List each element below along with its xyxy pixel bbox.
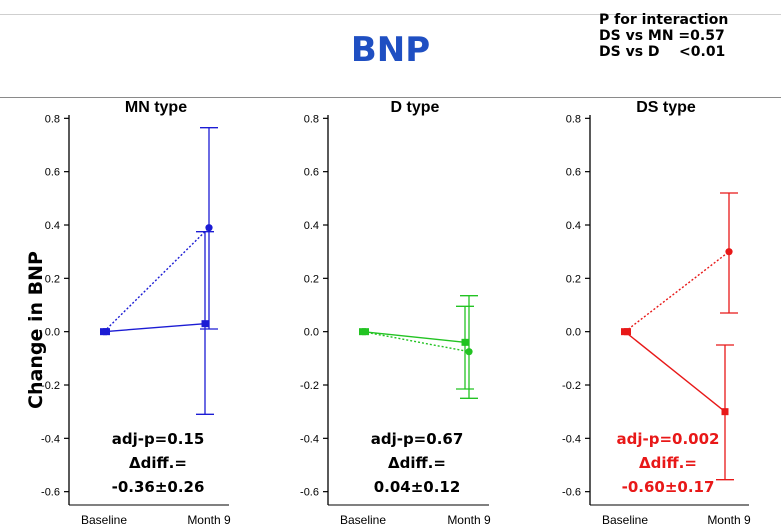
- data-point: [465, 348, 473, 356]
- data-point: [205, 224, 213, 232]
- y-tick-label: 0.8: [45, 113, 60, 125]
- interaction-p-values: P for interaction DS vs MN =0.57 DS vs D <…: [599, 12, 728, 60]
- series-line-dotted: [362, 330, 470, 353]
- data-point: [725, 248, 733, 256]
- panel-title: DS type: [636, 99, 696, 116]
- x-tick-label: Baseline: [81, 513, 127, 527]
- series-line-solid: [362, 330, 466, 344]
- y-tick-label: -0.4: [562, 433, 581, 445]
- data-point: [721, 408, 729, 416]
- y-tick-label: 0.0: [566, 327, 581, 339]
- data-point: [461, 338, 469, 346]
- series-line-dotted: [103, 227, 210, 333]
- annotation-line: Δdiff.=: [639, 454, 697, 472]
- top-frame: [0, 0, 781, 15]
- panel-title: MN type: [125, 99, 187, 116]
- y-tick-label: 0.6: [45, 167, 60, 179]
- y-tick-label: -0.4: [41, 433, 60, 445]
- annotation-line: 0.04±0.12: [374, 478, 461, 496]
- y-tick-label: -0.6: [562, 487, 581, 499]
- series-line-solid: [103, 322, 206, 333]
- y-tick-label: 0.4: [304, 220, 319, 232]
- data-point: [362, 328, 369, 336]
- y-tick-label: -0.6: [41, 487, 60, 499]
- y-tick-label: 0.0: [45, 327, 60, 339]
- data-point: [624, 328, 631, 336]
- y-tick-label: 0.8: [566, 113, 581, 125]
- annotation-line: Δdiff.=: [129, 454, 187, 472]
- annotation-line: -0.60±0.17: [622, 478, 715, 496]
- x-tick-label: Month 9: [187, 513, 231, 527]
- annotation-line: Δdiff.=: [388, 454, 446, 472]
- y-tick-label: -0.2: [562, 380, 581, 392]
- chart-panel-1: MN type 0.8 0.6 0.4 0.2 0.0 -0.2 -0.4 -0.6 Baseli…: [41, 99, 231, 527]
- x-tick-label: Baseline: [602, 513, 648, 527]
- y-tick-label: 0.4: [566, 220, 581, 232]
- y-tick-label: -0.6: [300, 487, 319, 499]
- x-tick-label: Month 9: [447, 513, 491, 527]
- y-tick-label: 0.6: [566, 167, 581, 179]
- interaction-line: P for interaction: [599, 12, 729, 28]
- y-tick-label: 0.2: [304, 273, 319, 285]
- y-tick-label: -0.2: [41, 380, 60, 392]
- data-point: [201, 320, 209, 328]
- interaction-line: DS vs D <0.01: [599, 44, 726, 60]
- y-tick-label: 0.6: [304, 167, 319, 179]
- header-divider: [0, 97, 781, 98]
- annotation-line: adj-p=0.15: [112, 430, 205, 448]
- annotation-line: adj-p=0.67: [371, 430, 464, 448]
- chart-panel-3: DS type 0.8 0.6 0.4 0.2 0.0 -0.2 -0.4 -0.6 Baseli…: [562, 99, 751, 527]
- x-tick-label: Baseline: [340, 513, 386, 527]
- y-tick-label: 0.2: [45, 273, 60, 285]
- y-tick-label: 0.8: [304, 113, 319, 125]
- y-tick-label: -0.4: [300, 433, 319, 445]
- interaction-line: DS vs MN =0.57: [599, 28, 725, 44]
- y-tick-label: 0.4: [45, 220, 60, 232]
- series-line-dotted: [624, 251, 730, 333]
- main-title: BNP: [350, 30, 431, 70]
- data-point: [103, 328, 110, 336]
- x-tick-label: Month 9: [707, 513, 751, 527]
- annotation-line: adj-p=0.002: [617, 430, 720, 448]
- y-tick-label: 0.0: [304, 327, 319, 339]
- annotation-line: -0.36±0.26: [112, 478, 205, 496]
- y-tick-label: 0.2: [566, 273, 581, 285]
- panel-title: D type: [391, 99, 440, 116]
- chart-panel-2: D type 0.8 0.6 0.4 0.2 0.0 -0.2 -0.4 -0.6 Baselin…: [300, 99, 491, 527]
- y-tick-label: -0.2: [300, 380, 319, 392]
- series-line-solid: [624, 331, 726, 413]
